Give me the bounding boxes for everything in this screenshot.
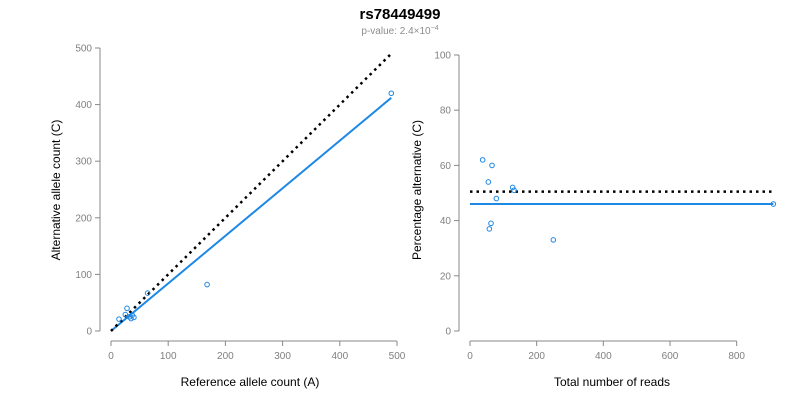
x-tick-label: 0 (108, 351, 114, 362)
x-tick-label: 600 (662, 351, 679, 362)
data-point (493, 195, 500, 202)
data-point (116, 316, 122, 322)
data-point (124, 305, 130, 312)
x-tick-label: 800 (728, 351, 745, 362)
y-axis-label: Alternative allele count (C) (49, 120, 63, 261)
x-tick-label: 200 (217, 351, 234, 362)
x-tick-label: 400 (595, 351, 612, 362)
data-point (488, 220, 494, 227)
data-point (204, 281, 210, 288)
x-tick-label: 500 (389, 351, 406, 362)
data-point (122, 311, 129, 318)
y-tick-label: 100 (75, 270, 92, 281)
y-tick-label: 40 (440, 216, 452, 227)
y-tick-label: 0 (445, 327, 451, 338)
x-tick-label: 200 (528, 351, 545, 362)
y-tick-label: 80 (440, 106, 452, 117)
chart-subtitle: p-value: 2.4×10−4 (361, 25, 438, 37)
y-tick-label: 0 (86, 327, 92, 338)
subtitle-prefix: p-value: 2.4×10 (361, 26, 431, 37)
y-tick-label: 300 (75, 157, 92, 168)
data-point (550, 237, 557, 243)
y-tick-label: 20 (440, 271, 452, 282)
data-point (131, 314, 137, 321)
data-point (388, 90, 395, 97)
y-tick-label: 400 (75, 100, 92, 111)
data-point (485, 179, 492, 185)
y-axis-label: Percentage alternative (C) (410, 120, 424, 260)
data-point (509, 184, 516, 191)
x-tick-label: 0 (467, 351, 473, 362)
subtitle-exponent: −4 (431, 25, 439, 32)
data-point (128, 315, 134, 322)
x-tick-label: 100 (160, 351, 177, 362)
y-tick-label: 100 (434, 51, 451, 62)
data-point (511, 187, 517, 194)
data-point (770, 201, 777, 207)
y-tick-label: 60 (440, 161, 452, 172)
data-point (144, 290, 151, 296)
y-tick-label: 200 (75, 213, 92, 224)
percentage-plot: Total number of reads Percentage alterna… (410, 51, 777, 389)
chart-title: rs78449499 (360, 6, 441, 23)
reference-line (110, 52, 393, 332)
data-point (489, 162, 495, 169)
x-tick-label: 400 (331, 351, 348, 362)
fit-line (110, 97, 392, 332)
data-point (479, 157, 486, 163)
x-axis-label: Reference allele count (A) (181, 375, 320, 389)
allele-count-plot: Reference allele count (A) Alternative a… (49, 44, 406, 390)
x-axis-label: Total number of reads (554, 375, 670, 389)
y-tick-label: 500 (75, 44, 92, 55)
data-point (486, 226, 493, 232)
x-tick-label: 300 (274, 351, 291, 362)
